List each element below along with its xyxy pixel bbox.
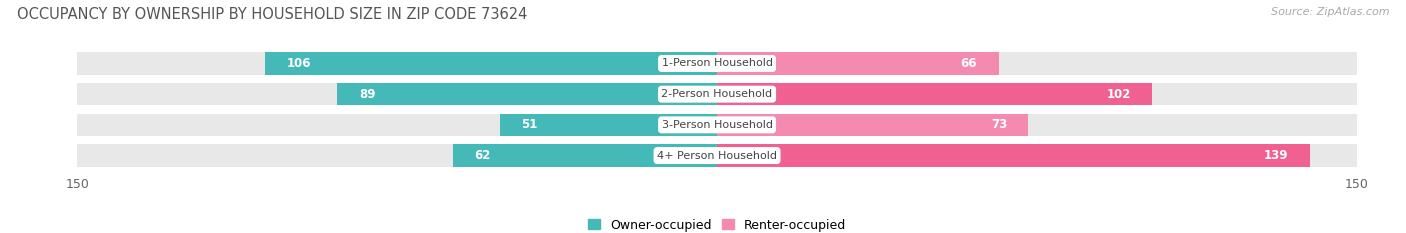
Bar <box>717 52 998 75</box>
Text: Source: ZipAtlas.com: Source: ZipAtlas.com <box>1271 7 1389 17</box>
Bar <box>453 144 717 167</box>
Text: 1-Person Household: 1-Person Household <box>662 58 772 69</box>
Text: 106: 106 <box>287 57 311 70</box>
Text: 2-Person Household: 2-Person Household <box>661 89 773 99</box>
Bar <box>77 83 1357 105</box>
Bar <box>717 83 1152 105</box>
Bar <box>337 83 717 105</box>
Text: 73: 73 <box>991 118 1007 131</box>
Text: 89: 89 <box>359 88 375 101</box>
Text: 102: 102 <box>1107 88 1130 101</box>
Bar <box>77 52 1357 75</box>
Text: 4+ Person Household: 4+ Person Household <box>657 151 778 161</box>
Bar <box>77 114 1357 136</box>
Text: 139: 139 <box>1264 149 1288 162</box>
Text: 66: 66 <box>960 57 977 70</box>
Text: OCCUPANCY BY OWNERSHIP BY HOUSEHOLD SIZE IN ZIP CODE 73624: OCCUPANCY BY OWNERSHIP BY HOUSEHOLD SIZE… <box>17 7 527 22</box>
Bar <box>717 114 1028 136</box>
Bar <box>77 144 1357 167</box>
Text: 51: 51 <box>520 118 537 131</box>
Bar <box>717 144 1310 167</box>
Legend: Owner-occupied, Renter-occupied: Owner-occupied, Renter-occupied <box>588 219 846 232</box>
Bar <box>264 52 717 75</box>
Text: 3-Person Household: 3-Person Household <box>662 120 772 130</box>
Text: 62: 62 <box>474 149 491 162</box>
Bar <box>499 114 717 136</box>
